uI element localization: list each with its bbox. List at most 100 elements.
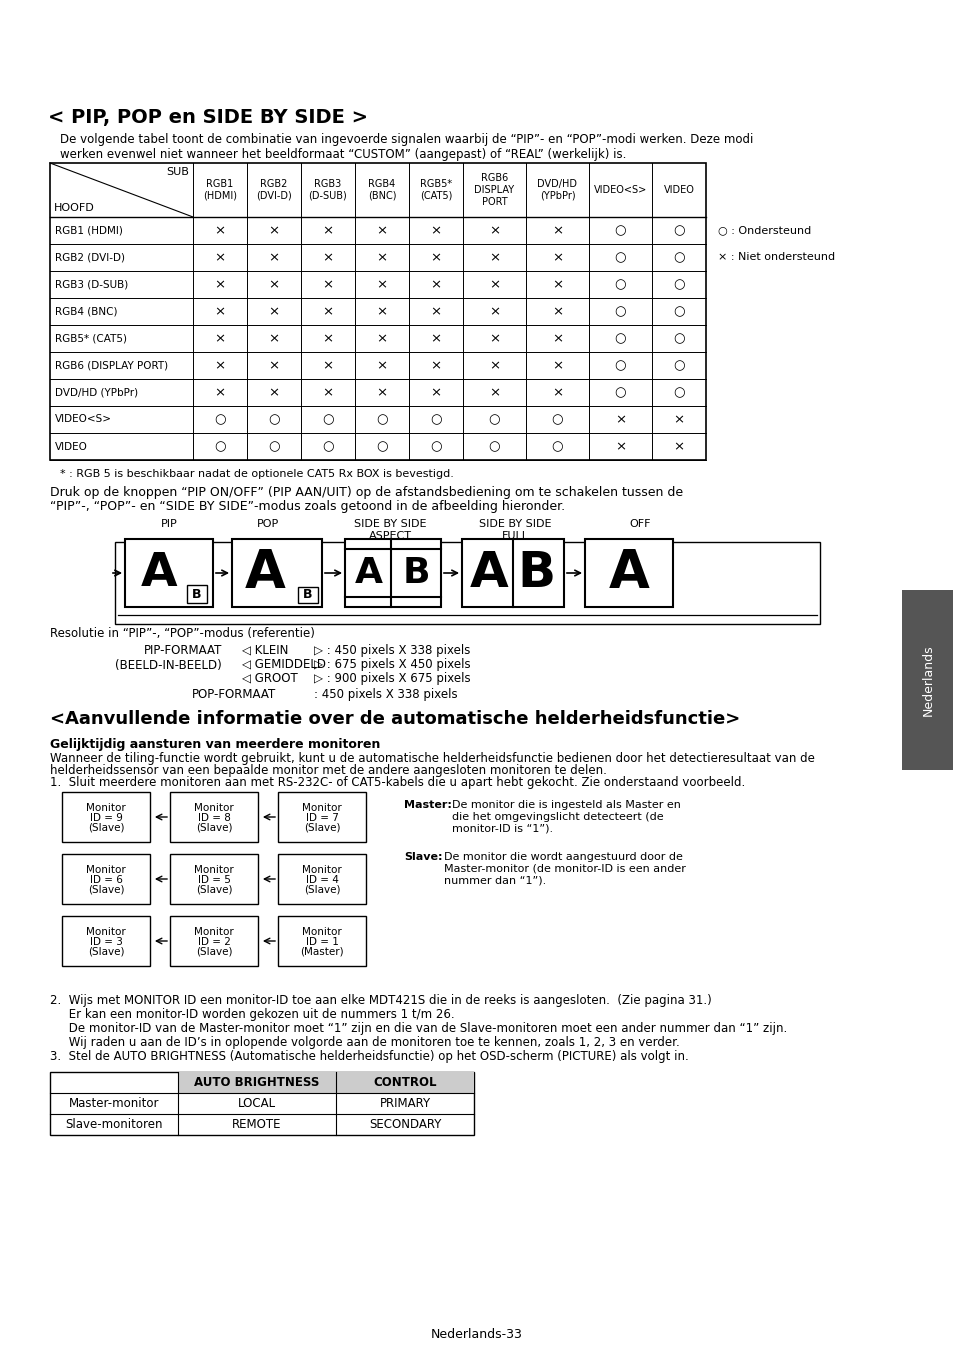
Text: ×: × [552,224,562,236]
Text: ○: ○ [614,359,625,372]
Text: Nederlands-33: Nederlands-33 [431,1328,522,1342]
Text: ×: × [430,224,441,236]
Text: De monitor die is ingesteld als Master en
die het omgevingslicht detecteert (de
: De monitor die is ingesteld als Master e… [452,800,680,834]
Text: “PIP”-, “POP”- en “SIDE BY SIDE”-modus zoals getoond in de afbeelding hieronder.: “PIP”-, “POP”- en “SIDE BY SIDE”-modus z… [50,500,564,513]
Bar [277,792,366,842]
Text: RGB2 (DVI-D): RGB2 (DVI-D) [55,253,125,262]
Text: Nederlands: Nederlands [921,644,934,716]
Text: ×: × [322,251,334,263]
Text: POP: POP [256,519,279,530]
Text: (Slave): (Slave) [195,823,232,834]
Text: Monitor: Monitor [86,927,126,938]
Text: RGB4 (BNC): RGB4 (BNC) [55,307,117,316]
Text: A: A [470,549,508,597]
Bar [901,590,953,770]
Text: ×: × [214,386,225,399]
Text: ×: × [268,386,279,399]
Text: ID = 7: ID = 7 [305,813,338,823]
Text: ×: × [214,224,225,236]
Text: ○: ○ [673,305,684,317]
Bar [178,1071,474,1093]
Text: ×: × [376,332,387,345]
Text: Druk op de knoppen “PIP ON/OFF” (PIP AAN/UIT) op de afstandsbediening om te scha: Druk op de knoppen “PIP ON/OFF” (PIP AAN… [50,486,682,499]
Text: 3.  Stel de AUTO BRIGHTNESS (Automatische helderheidsfunctie) op het OSD-scherm : 3. Stel de AUTO BRIGHTNESS (Automatische… [50,1050,688,1063]
Text: B: B [402,557,430,590]
Text: ○: ○ [322,440,334,453]
Bar [62,854,150,904]
Text: (Slave): (Slave) [88,885,124,894]
Text: REMOTE: REMOTE [232,1119,281,1131]
Text: Slave-monitoren: Slave-monitoren [65,1119,163,1131]
Text: OFF: OFF [629,519,650,530]
Text: PIP-FORMAAT
(BEELD-IN-BEELD): PIP-FORMAAT (BEELD-IN-BEELD) [115,644,222,671]
Text: ×: × [268,305,279,317]
Text: ○: ○ [614,332,625,345]
Text: × : Niet ondersteund: × : Niet ondersteund [718,253,834,262]
Text: VIDEO: VIDEO [55,442,88,451]
Bar [170,854,257,904]
Text: SIDE BY SIDE
FULL: SIDE BY SIDE FULL [478,519,551,540]
Text: B: B [517,549,555,597]
Bar [297,586,317,603]
Text: A: A [244,547,285,598]
Text: (Slave): (Slave) [195,885,232,894]
Text: ○: ○ [322,413,334,426]
Text: ID = 1: ID = 1 [305,938,338,947]
Text: ×: × [268,359,279,372]
Text: (Slave): (Slave) [195,947,232,957]
Bar [277,916,366,966]
Text: ○: ○ [214,440,226,453]
Text: ◁ GROOT: ◁ GROOT [242,671,297,685]
Text: B: B [303,589,313,601]
Text: ○: ○ [268,413,279,426]
Text: ×: × [552,332,562,345]
Text: De monitor-ID van de Master-monitor moet “1” zijn en die van de Slave-monitoren : De monitor-ID van de Master-monitor moet… [50,1021,786,1035]
Text: VIDEO<S>: VIDEO<S> [55,415,112,424]
Text: ×: × [268,278,279,290]
Text: ID = 2: ID = 2 [197,938,231,947]
Text: RGB1 (HDMI): RGB1 (HDMI) [55,226,123,235]
Text: LOCAL: LOCAL [237,1097,275,1111]
Text: RGB2
(DVI-D): RGB2 (DVI-D) [255,180,292,201]
Text: helderheidssensor van een bepaalde monitor met de andere aangesloten monitoren t: helderheidssensor van een bepaalde monit… [50,765,606,777]
Text: ID = 5: ID = 5 [197,875,231,885]
Text: ○: ○ [614,278,625,290]
Text: SUB: SUB [166,168,189,177]
Bar [50,163,705,459]
Text: Monitor: Monitor [193,927,233,938]
Text: RGB1
(HDMI): RGB1 (HDMI) [203,180,236,201]
Text: * : RGB 5 is beschikbaar nadat de optionele CAT5 Rx BOX is bevestigd.: * : RGB 5 is beschikbaar nadat de option… [60,469,454,480]
Text: ○: ○ [488,440,499,453]
Text: ○: ○ [375,413,387,426]
Text: Wanneer de tiling-functie wordt gebruikt, kunt u de automatische helderheidsfunc: Wanneer de tiling-functie wordt gebruikt… [50,753,814,765]
Text: ×: × [268,332,279,345]
Text: ○: ○ [214,413,226,426]
Text: ×: × [322,332,334,345]
Text: ×: × [322,305,334,317]
Text: Wij raden u aan de ID’s in oplopende volgorde aan de monitoren toe te kennen, zo: Wij raden u aan de ID’s in oplopende vol… [50,1036,679,1048]
Text: ×: × [430,278,441,290]
Text: DVD/HD (YPbPr): DVD/HD (YPbPr) [55,388,138,397]
Text: ○ : Ondersteund: ○ : Ondersteund [718,226,810,235]
Text: ×: × [376,278,387,290]
Text: ○: ○ [614,224,625,236]
Text: SECONDARY: SECONDARY [369,1119,440,1131]
Text: Monitor: Monitor [86,865,126,875]
Text: ×: × [430,386,441,399]
Text: ▷ : 675 pixels X 450 pixels: ▷ : 675 pixels X 450 pixels [314,658,470,671]
Text: ×: × [376,359,387,372]
Text: ×: × [552,278,562,290]
Text: ○: ○ [673,359,684,372]
Bar [62,916,150,966]
Text: De volgende tabel toont de combinatie van ingevoerde signalen waarbij de “PIP”- : De volgende tabel toont de combinatie va… [60,132,753,146]
Text: : 450 pixels X 338 pixels: : 450 pixels X 338 pixels [314,688,457,701]
Text: Monitor: Monitor [302,802,341,813]
Text: RGB6 (DISPLAY PORT): RGB6 (DISPLAY PORT) [55,361,168,370]
Text: ID = 9: ID = 9 [90,813,122,823]
Text: (Slave): (Slave) [88,823,124,834]
Text: ×: × [214,278,225,290]
Text: SIDE BY SIDE
ASPECT: SIDE BY SIDE ASPECT [354,519,426,540]
Text: ◁ KLEIN: ◁ KLEIN [242,644,288,657]
Text: ×: × [615,413,625,426]
Text: 1.  Sluit meerdere monitoren aan met RS-232C- of CAT5-kabels die u apart hebt ge: 1. Sluit meerdere monitoren aan met RS-2… [50,775,744,789]
